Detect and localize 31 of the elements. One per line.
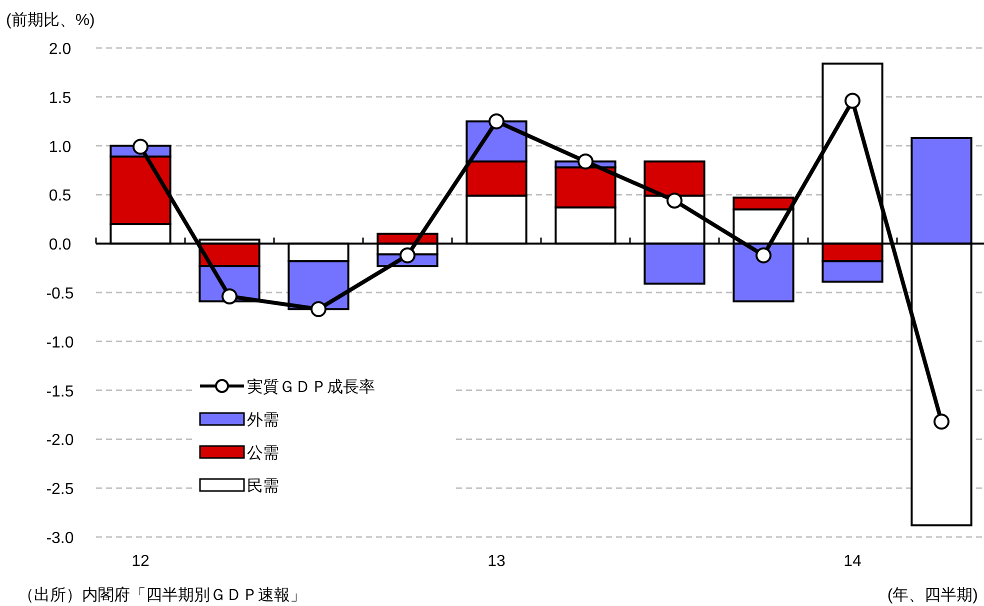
y-tick-label: 1.5 bbox=[48, 90, 72, 107]
x-tick-label: 14 bbox=[844, 553, 862, 570]
text: （出所）内閣府「四半期別ＧＤＰ速報」 bbox=[18, 586, 306, 604]
point bbox=[488, 113, 504, 130]
point bbox=[934, 414, 950, 430]
point bbox=[666, 192, 682, 209]
legend-label: 実質ＧＤＰ成長率 bbox=[247, 378, 375, 396]
y-tick-label: -2.5 bbox=[46, 481, 74, 498]
point bbox=[844, 92, 860, 109]
y-tick-label: -1.5 bbox=[46, 383, 74, 400]
legend-label: 外需 bbox=[247, 412, 279, 429]
y-tick-label: 0.5 bbox=[48, 188, 72, 205]
legend-label: 公需 bbox=[247, 445, 279, 462]
point bbox=[310, 301, 326, 318]
y-tick-label: 0.0 bbox=[48, 236, 72, 254]
point bbox=[578, 153, 594, 170]
y-tick-label: 2.0 bbox=[48, 41, 72, 58]
y-tick-label: -0.5 bbox=[46, 286, 74, 302]
y-tick-label: -1.0 bbox=[46, 334, 74, 352]
point bbox=[400, 247, 416, 264]
y-tick-label: -3.0 bbox=[46, 530, 74, 547]
point bbox=[132, 138, 148, 155]
x-tick-label: 12 bbox=[132, 553, 150, 570]
y-axis-title: (前期比、%) bbox=[6, 11, 95, 29]
x-tick-label: 13 bbox=[488, 553, 506, 570]
point bbox=[222, 288, 238, 304]
x-axis-title: (年、四半期) bbox=[887, 586, 978, 604]
y-tick-label: -2.0 bbox=[46, 432, 74, 450]
point bbox=[756, 247, 772, 264]
legend-label: 民需 bbox=[247, 478, 279, 495]
y-tick-label: 1.0 bbox=[48, 138, 72, 156]
